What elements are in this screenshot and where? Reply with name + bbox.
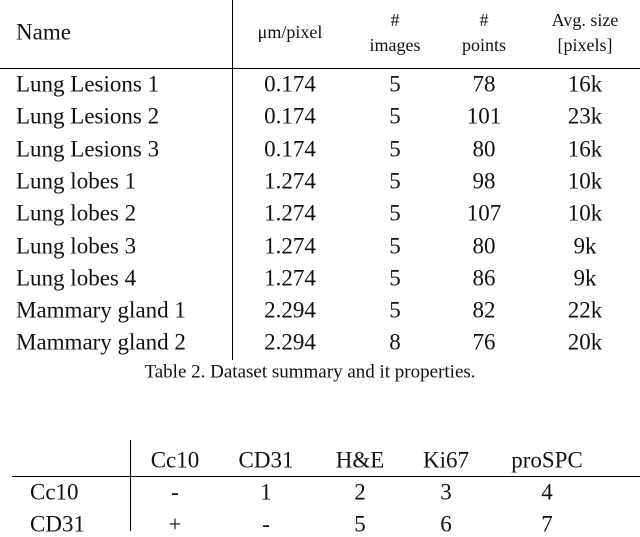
table1-cell: 5 [389, 71, 401, 97]
table1-cell: 0.174 [264, 136, 316, 162]
table1-cell: 1.274 [264, 265, 316, 291]
table1-caption: Table 2. Dataset summary and it properti… [144, 361, 476, 383]
table2-cell: 3 [440, 479, 452, 505]
table2-header: proSPC [511, 447, 583, 473]
table2-header: CD31 [238, 447, 294, 473]
table2-header: Cc10 [150, 447, 200, 473]
table2-divider [130, 440, 131, 531]
table1-header: points [461, 35, 507, 55]
table1-cell: Lung lobes 2 [16, 200, 137, 226]
table1-cell: Lung lobes 1 [16, 168, 137, 194]
table1-cell: 10k [567, 168, 603, 194]
table1-header: Name [16, 19, 71, 45]
table1-cell: 16k [567, 71, 603, 97]
table1-cell: 1.274 [264, 200, 316, 226]
table1-cell: 5 [389, 103, 401, 129]
table1-cell: 5 [389, 297, 401, 323]
table1-cell: 1.274 [264, 168, 316, 194]
table1-cell: 9k [573, 265, 597, 291]
table1-cell: 101 [466, 103, 502, 129]
table1-cell: Lung lobes 3 [16, 233, 137, 258]
table1-cell: 22k [567, 297, 603, 323]
table2-cell: 5 [354, 511, 366, 537]
table1-cell: 82 [472, 297, 496, 323]
table1-cell: Lung Lesions 3 [16, 136, 160, 162]
table1-header: Avg. size [551, 10, 619, 30]
table1-cell: 23k [567, 103, 603, 129]
table1-cell: 80 [472, 136, 496, 162]
table1-divider [232, 0, 233, 360]
table1-cell: Mammary gland 2 [16, 329, 186, 355]
table2-cell: Cc10 [30, 479, 79, 505]
table1-cell: Lung Lesions 1 [16, 71, 160, 97]
table2-cell: + [168, 511, 182, 537]
table1-cell: 20k [567, 329, 603, 355]
table1-cell: Lung Lesions 2 [16, 103, 160, 129]
table1-cell: 8 [389, 329, 401, 355]
table2-cell: - [262, 511, 270, 537]
table1-header-rule [0, 68, 640, 69]
table1-header: [pixels] [557, 35, 613, 55]
table1-cell: 76 [472, 329, 496, 355]
table1-cell: 2.294 [264, 329, 316, 355]
table1-cell: 86 [472, 265, 496, 291]
table1-header: images [369, 35, 421, 55]
table1-cell: 0.174 [264, 71, 316, 97]
table1-cell: 0.174 [264, 103, 316, 129]
table1-cell: 2.294 [264, 297, 316, 323]
table1-cell: Mammary gland 1 [16, 297, 186, 323]
table1-cell: 9k [573, 233, 597, 258]
table1-cell: 107 [466, 200, 502, 226]
table2-cell: 4 [541, 479, 553, 505]
table1-cell: 5 [389, 168, 401, 194]
table1-cell: 5 [389, 136, 401, 162]
table1-cell: 98 [472, 168, 496, 194]
table1-cell: 1.274 [264, 233, 316, 258]
table1-cell: 5 [389, 200, 401, 226]
table1-cell: 5 [389, 233, 401, 258]
table1-header: # [390, 10, 400, 30]
table1-cell: 78 [472, 71, 496, 97]
table2-cell: 2 [354, 479, 366, 505]
table1-cell: 10k [567, 200, 603, 226]
table1-cell: 80 [472, 233, 496, 258]
table1-cell: 16k [567, 136, 603, 162]
table1-cell: Lung lobes 4 [16, 265, 137, 291]
table2-cell: - [171, 479, 179, 505]
table1-cell: 5 [389, 265, 401, 291]
table1-header: μm/pixel [257, 22, 323, 42]
table2-header: Ki67 [423, 447, 469, 473]
table2-cell: CD31 [30, 511, 85, 537]
table1-header: # [479, 10, 489, 30]
table2-cell: 7 [541, 511, 553, 537]
table2-header: H&E [335, 447, 385, 473]
table2-cell: 1 [260, 479, 272, 505]
table2-header-rule [12, 476, 640, 477]
table2-cell: 6 [440, 511, 452, 537]
